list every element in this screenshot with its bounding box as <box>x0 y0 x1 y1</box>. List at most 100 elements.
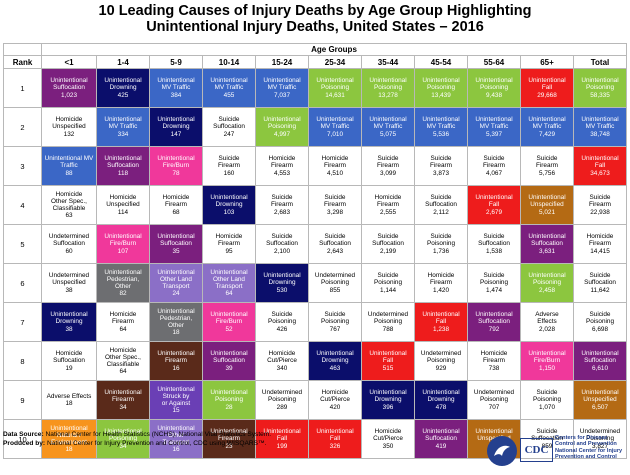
cause-label: Unintentional <box>581 116 619 124</box>
column-header: 35-44 <box>361 55 415 69</box>
cause-label: Poisoning <box>479 84 509 92</box>
cause-label: MV Traffic <box>214 84 244 92</box>
cause-label: Unspecified <box>106 201 140 209</box>
cause-label: Unintentional <box>210 389 248 397</box>
cause-label: Suicide <box>271 233 293 241</box>
death-count: 2,199 <box>380 247 396 255</box>
cause-cell: Suicide Firearm 3,873 <box>414 146 468 186</box>
cause-label: Suffocation <box>213 357 245 365</box>
cause-label: Other <box>115 283 131 290</box>
rank-cell: 7 <box>3 302 42 342</box>
death-count: 64 <box>119 325 127 333</box>
cause-cell: Unintentional Poisoning 14,631 <box>308 68 362 108</box>
table-body: 1 Unintentional Suffocation 1,023 Unintentio… <box>3 68 627 459</box>
cause-label: Suffocation <box>319 240 351 248</box>
death-count: 3,827 <box>592 442 608 450</box>
cause-label: Undetermined <box>48 233 90 241</box>
death-count: 7,010 <box>327 130 343 138</box>
cause-cell: Homicide Unspecified 132 <box>41 107 97 147</box>
cause-label: Poisoning <box>426 357 456 365</box>
cause-cell: Unintentional Suffocation 35 <box>149 224 203 264</box>
cause-cell: Unintentional Suffocation 39 <box>202 341 256 381</box>
cause-label: Firearm <box>429 162 452 170</box>
cause-label: Suicide <box>271 311 293 319</box>
cause-cell: Unintentional MV Traffic 5,536 <box>414 107 468 147</box>
death-count: 1,474 <box>486 286 502 294</box>
cause-label: Fire/Burn <box>533 357 561 365</box>
cause-label: Firearm <box>323 162 346 170</box>
cause-label: Unspecified <box>530 201 564 209</box>
cause-label: Suicide <box>218 116 240 124</box>
cause-label: Suicide <box>430 233 452 241</box>
cause-label: Homicide <box>374 428 402 436</box>
death-count: 420 <box>329 403 341 411</box>
cause-label: Undetermined <box>579 428 621 436</box>
death-count: 2,555 <box>380 208 396 216</box>
cause-label: Homicide <box>586 233 614 241</box>
title-line-2: Unintentional Injury Deaths, United Stat… <box>146 19 484 35</box>
cause-label: Unintentional <box>157 424 195 432</box>
death-count: 859 <box>541 442 553 450</box>
death-count: 1,023 <box>61 91 77 99</box>
cause-cell: Unintentional Drowning 478 <box>414 380 468 420</box>
cause-label: Poisoning <box>426 240 456 248</box>
death-count: 29,668 <box>537 91 557 99</box>
cause-cell: Unintentional Poisoning 9,438 <box>467 68 521 108</box>
death-count: 18 <box>65 400 73 407</box>
death-count: 64 <box>119 368 127 376</box>
cause-label: Unintentional <box>210 268 248 276</box>
cause-cell: Unintentional Pedestrian, Other 82 <box>96 263 150 303</box>
cause-label: Unintentional <box>316 428 354 436</box>
cause-cell: Suicide Firearm 3,099 <box>361 146 415 186</box>
death-count: 2,643 <box>327 247 343 255</box>
column-header: 1-4 <box>96 55 150 69</box>
death-count: 38 <box>65 325 73 333</box>
cause-label: Suicide <box>430 155 452 163</box>
death-count: 107 <box>117 247 129 255</box>
cdc-logo: CDC Centers for Disease Control and Prev… <box>487 434 627 472</box>
footer: Data Source: National Center for Health … <box>3 430 271 448</box>
cause-cell: Unintentional Suffocation 6,610 <box>573 341 627 381</box>
rank-cell: 10 <box>3 419 42 459</box>
cause-label: Firearm <box>217 162 240 170</box>
death-count: 425 <box>117 91 129 99</box>
cause-label: MV Traffic <box>373 123 403 131</box>
cause-label: Environment <box>51 439 87 446</box>
cause-cell: Unintentional Other Transport 16 <box>149 419 203 459</box>
cause-label: Suffocation <box>425 435 457 443</box>
column-header: Total <box>573 55 627 69</box>
cause-label: Poisoning <box>373 84 403 92</box>
cause-label: Unintentional <box>581 77 619 85</box>
table-row: 2 Homicide Unspecified 132 Unintentional MV T… <box>3 107 627 147</box>
cause-label: Pedestrian, <box>106 275 140 283</box>
cause-label: Pedestrian, <box>159 314 193 322</box>
death-count: 6,698 <box>592 325 608 333</box>
death-count: 88 <box>65 169 73 177</box>
cause-label: Unintentional <box>210 311 248 319</box>
cause-cell: Suicide Poisoning 1,070 <box>520 380 574 420</box>
hhs-eagle-icon <box>487 436 517 466</box>
cause-cell: Suicide Poisoning 6,698 <box>573 302 627 342</box>
cause-label: Firearm <box>270 162 293 170</box>
cause-cell: Homicide Cut/Pierce 340 <box>255 341 309 381</box>
cause-cell: Unintentional Suffocation 118 <box>96 146 150 186</box>
cause-label: Cut/Pierce <box>320 396 350 404</box>
cause-label: Unintentional <box>475 116 513 124</box>
cause-label: Unintentional <box>475 428 513 436</box>
cause-label: MV Traffic <box>108 123 138 131</box>
cause-label: Homicide <box>268 350 296 358</box>
death-count: 16 <box>172 446 180 454</box>
death-count: 64 <box>225 290 233 298</box>
cause-label: Unintentional <box>316 77 354 85</box>
cause-label: Unintentional <box>210 194 248 202</box>
cause-label: Firearm <box>323 201 346 209</box>
death-count: 23 <box>225 442 233 450</box>
table-row: 7 Unintentional Drowning 38 Homicide Firearm 6… <box>3 302 627 342</box>
cause-cell: Suicide Firearm 5,756 <box>520 146 574 186</box>
cause-label: Poisoning <box>320 279 350 287</box>
data-source-text: National Center for Health Statistics (N… <box>45 431 272 438</box>
cause-label: Other Land <box>213 275 245 283</box>
cause-label: Unintentional <box>475 194 513 202</box>
cause-cell: Suicide Poisoning 1,736 <box>414 224 468 264</box>
blank-header <box>3 43 42 56</box>
